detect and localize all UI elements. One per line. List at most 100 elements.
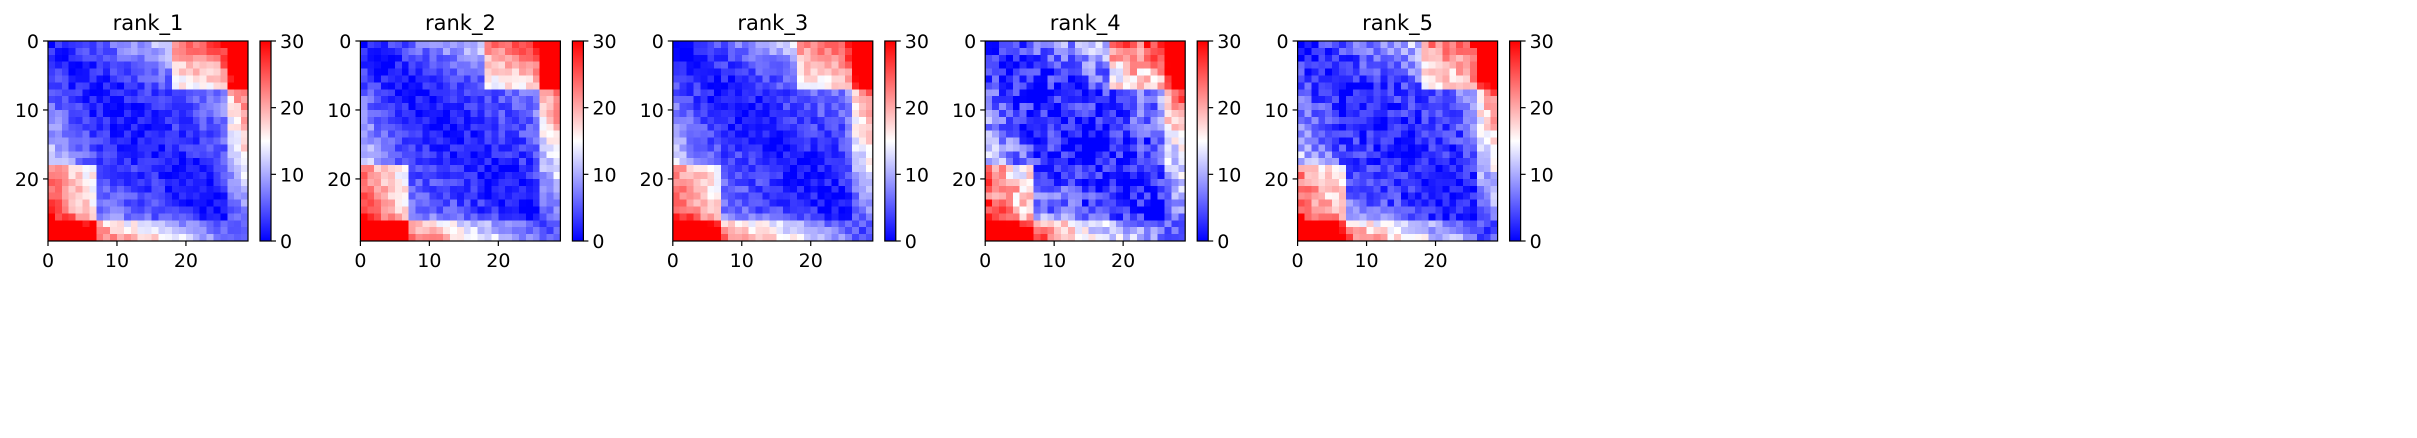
heatmap-cell — [158, 96, 166, 104]
heatmap-cell — [61, 130, 70, 138]
x-tick-label: 20 — [799, 250, 823, 272]
heatmap-cell — [1116, 220, 1124, 228]
heatmap-cell — [824, 68, 832, 76]
heatmap-cell — [206, 220, 214, 228]
heatmap-cell — [408, 103, 416, 111]
heatmap-cell — [443, 213, 451, 221]
heatmap-cell — [137, 165, 145, 173]
heatmap-cell — [422, 206, 430, 214]
heatmap-cell — [463, 192, 472, 201]
heatmap-cell — [241, 123, 249, 132]
heatmap-cell — [192, 178, 201, 187]
heatmap-cell — [144, 192, 152, 201]
heatmap-cell — [539, 144, 548, 152]
heatmap-cell — [199, 137, 208, 145]
heatmap-cell — [491, 178, 499, 187]
heatmap-cell — [68, 103, 76, 111]
heatmap-cell — [374, 89, 382, 97]
heatmap-cell — [1483, 192, 1492, 201]
heatmap-cell — [1102, 144, 1110, 152]
heatmap-cell — [199, 199, 208, 207]
heatmap-cell — [1095, 137, 1103, 145]
heatmap-cell — [54, 75, 63, 83]
heatmap-cell — [1136, 172, 1145, 180]
heatmap-cell — [484, 109, 492, 118]
heatmap-cell — [859, 206, 867, 214]
heatmap-cell — [1407, 199, 1416, 207]
heatmap-cell — [741, 130, 750, 138]
heatmap-cell — [234, 151, 242, 159]
heatmap-cell — [1067, 227, 1076, 235]
heatmap-cell — [831, 41, 839, 49]
heatmap-cell — [810, 109, 819, 118]
heatmap-cell — [1130, 89, 1138, 97]
heatmap-cell — [158, 41, 166, 49]
heatmap-cell — [1109, 61, 1117, 69]
heatmap-cell — [75, 220, 83, 228]
heatmap-cell — [484, 185, 492, 194]
heatmap-cell — [1061, 234, 1069, 242]
heatmap-cell — [401, 172, 410, 180]
heatmap-cell — [512, 178, 520, 187]
heatmap-cell — [790, 158, 798, 166]
heatmap-cell — [1345, 47, 1354, 56]
heatmap-cell — [1373, 123, 1381, 132]
heatmap-cell — [1033, 185, 1041, 194]
heatmap-cell — [1123, 206, 1131, 214]
heatmap-cell — [721, 116, 729, 125]
heatmap-cell — [1359, 75, 1367, 83]
heatmap-cell — [103, 82, 111, 90]
heatmap-cell — [463, 61, 472, 69]
heatmap-cell — [1171, 96, 1179, 104]
heatmap-cell — [241, 61, 249, 69]
heatmap-cell — [512, 96, 520, 104]
heatmap-cell — [1428, 96, 1436, 104]
heatmap-cell — [790, 192, 798, 201]
heatmap-cell — [748, 137, 756, 145]
heatmap-cell — [1150, 227, 1159, 235]
heatmap-cell — [1130, 206, 1138, 214]
heatmap-cell — [838, 151, 846, 159]
heatmap-cell — [1401, 199, 1409, 207]
heatmap-cell — [1359, 89, 1367, 97]
heatmap-cell — [714, 116, 722, 125]
heatmap-cell — [1102, 61, 1110, 69]
heatmap-cell — [796, 103, 805, 111]
heatmap-cell — [158, 75, 166, 83]
heatmap-cell — [1081, 199, 1090, 207]
heatmap-cell — [234, 89, 242, 97]
heatmap-cell — [1061, 185, 1069, 194]
heatmap-cell — [1449, 172, 1457, 180]
heatmap-cell — [755, 96, 763, 104]
heatmap-cell — [1019, 47, 1027, 56]
heatmap-cell — [852, 61, 860, 69]
heatmap-cell — [748, 68, 756, 76]
heatmap-cell — [1338, 199, 1347, 207]
heatmap-cell — [553, 144, 561, 152]
heatmap-cell — [408, 206, 416, 214]
heatmap-cell — [1394, 109, 1402, 118]
heatmap-cell — [387, 151, 396, 159]
heatmap-cell — [1005, 172, 1014, 180]
heatmap-cell — [505, 54, 513, 63]
heatmap-cell — [1380, 61, 1388, 69]
heatmap-cell — [1136, 137, 1145, 145]
heatmap-cell — [525, 185, 534, 194]
heatmap-cell — [1123, 103, 1131, 111]
heatmap-cell — [539, 116, 548, 125]
heatmap-cell — [1109, 213, 1117, 221]
heatmap-cell — [498, 116, 506, 125]
heatmap-cell — [75, 206, 83, 214]
heatmap-cell — [553, 96, 561, 104]
heatmap-cell — [185, 116, 194, 125]
heatmap-cell — [151, 144, 159, 152]
heatmap-cell — [865, 151, 874, 159]
heatmap-cell — [220, 227, 228, 235]
heatmap-cell — [790, 206, 798, 214]
heatmap-cell — [429, 158, 437, 166]
heatmap-cell — [845, 158, 853, 166]
heatmap-cell — [727, 144, 736, 152]
heatmap-cell — [985, 234, 993, 242]
heatmap-cell — [443, 192, 451, 201]
heatmap-cell — [75, 185, 83, 194]
